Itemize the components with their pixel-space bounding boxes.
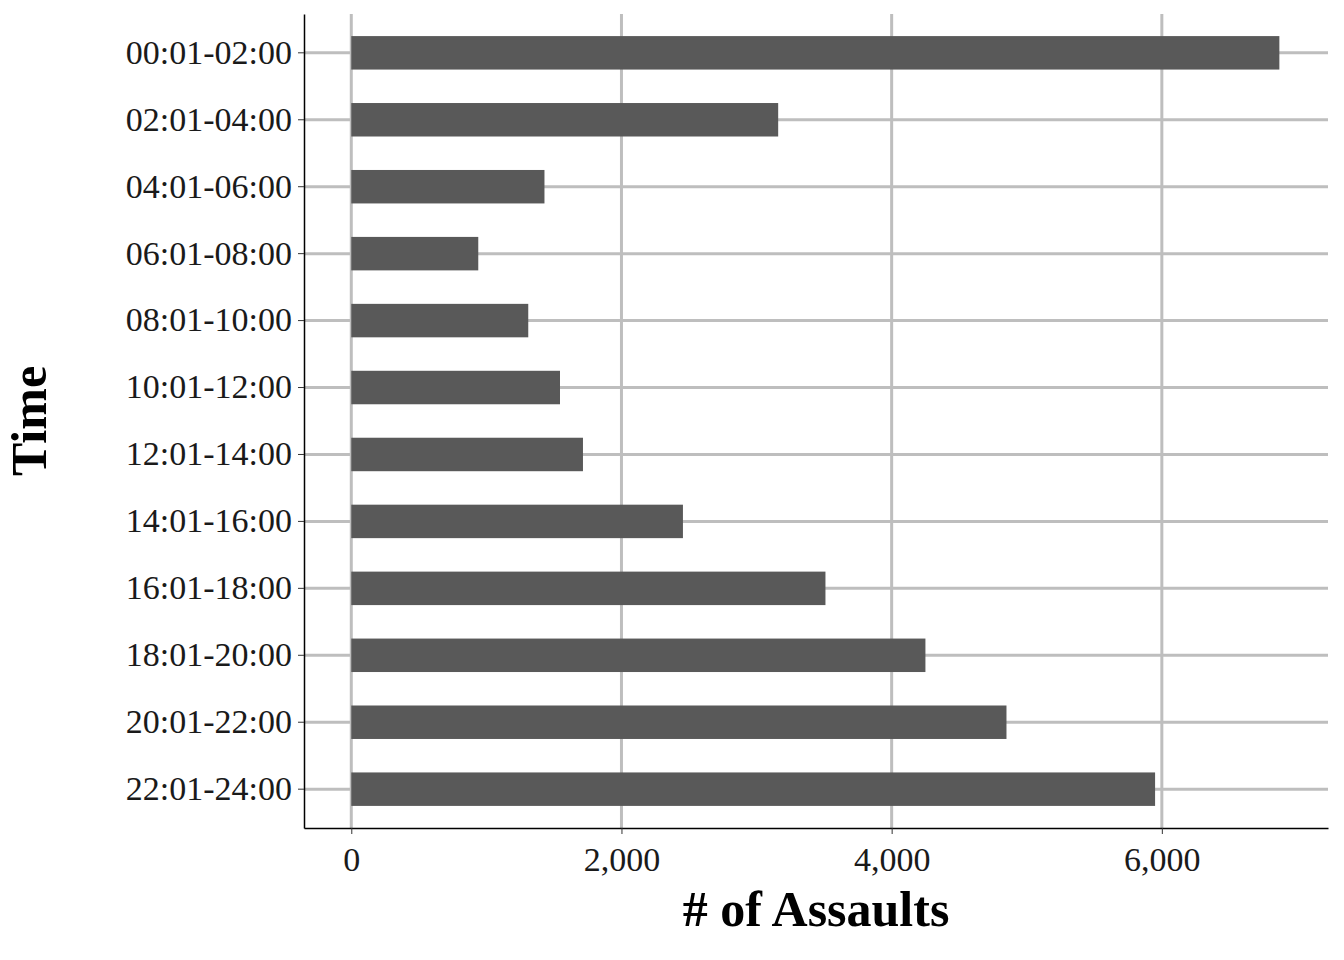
tick-mark — [298, 387, 304, 388]
bars — [351, 36, 1279, 806]
tick: 20:01-22:00 — [126, 703, 304, 740]
bar — [351, 639, 925, 672]
tick-mark — [351, 828, 352, 834]
tick: 4,000 — [854, 828, 931, 878]
bar — [351, 103, 778, 136]
tick: 18:01-20:00 — [126, 636, 304, 673]
tick-mark — [298, 722, 304, 723]
tick-label: 0 — [343, 841, 360, 878]
tick-label: 20:01-22:00 — [126, 703, 292, 740]
bar — [351, 304, 528, 337]
bar — [351, 170, 544, 203]
tick-mark — [298, 789, 304, 790]
bar — [351, 237, 478, 270]
chart: 0 2,000 4,000 6,000 00:01-02:00 02:01-04:00 04… — [0, 0, 1344, 960]
tick-label: 4,000 — [854, 841, 931, 878]
tick: 14:01-16:00 — [126, 502, 304, 539]
axis-line — [304, 15, 306, 829]
tick: 12:01-14:00 — [126, 435, 304, 472]
bar — [351, 36, 1279, 69]
tick-label: 22:01-24:00 — [126, 770, 292, 807]
grid-line — [1160, 14, 1163, 828]
bar — [351, 438, 583, 471]
tick: 10:01-12:00 — [126, 368, 304, 405]
tick: 22:01-24:00 — [126, 770, 304, 807]
tick-mark — [298, 320, 304, 321]
tick: 2,000 — [584, 828, 661, 878]
tick-mark — [298, 588, 304, 589]
tick: 0 — [343, 828, 360, 878]
y-axis-title: Time — [1, 366, 57, 476]
tick-mark — [298, 655, 304, 656]
tick-label: 02:01-04:00 — [126, 101, 292, 138]
tick: 00:01-02:00 — [126, 34, 304, 71]
tick-label: 08:01-10:00 — [126, 301, 292, 338]
tick-mark — [892, 828, 893, 834]
tick-label: 14:01-16:00 — [126, 502, 292, 539]
tick-label: 6,000 — [1124, 841, 1201, 878]
tick-label: 16:01-18:00 — [126, 569, 292, 606]
bar — [351, 705, 1006, 738]
tick-mark — [1162, 828, 1163, 834]
y-axis: 00:01-02:00 02:01-04:00 04:01-06:00 06:01-0… — [126, 15, 305, 829]
axis-line — [305, 828, 1329, 830]
tick-mark — [298, 186, 304, 187]
tick: 6,000 — [1124, 828, 1201, 878]
tick-label: 04:01-06:00 — [126, 168, 292, 205]
tick: 16:01-18:00 — [126, 569, 304, 606]
x-axis: 0 2,000 4,000 6,000 — [305, 828, 1329, 878]
tick: 06:01-08:00 — [126, 235, 304, 272]
bar — [351, 371, 560, 404]
tick-label: 00:01-02:00 — [126, 34, 292, 71]
tick-label: 06:01-08:00 — [126, 235, 292, 272]
tick: 04:01-06:00 — [126, 168, 304, 205]
tick-mark — [621, 828, 622, 834]
tick-mark — [298, 253, 304, 254]
tick-mark — [298, 52, 304, 53]
tick-label: 12:01-14:00 — [126, 435, 292, 472]
bar — [351, 572, 825, 605]
tick-mark — [298, 521, 304, 522]
tick-mark — [298, 454, 304, 455]
tick-label: 2,000 — [584, 841, 661, 878]
bar — [351, 505, 683, 538]
tick: 08:01-10:00 — [126, 301, 304, 338]
bar — [351, 772, 1155, 805]
x-axis-title: # of Assaults — [683, 881, 950, 937]
plot: 0 2,000 4,000 6,000 00:01-02:00 02:01-04:00 04… — [126, 14, 1329, 878]
tick: 02:01-04:00 — [126, 101, 304, 138]
tick-label: 10:01-12:00 — [126, 368, 292, 405]
tick-label: 18:01-20:00 — [126, 636, 292, 673]
grid — [304, 14, 1328, 828]
tick-mark — [298, 119, 304, 120]
